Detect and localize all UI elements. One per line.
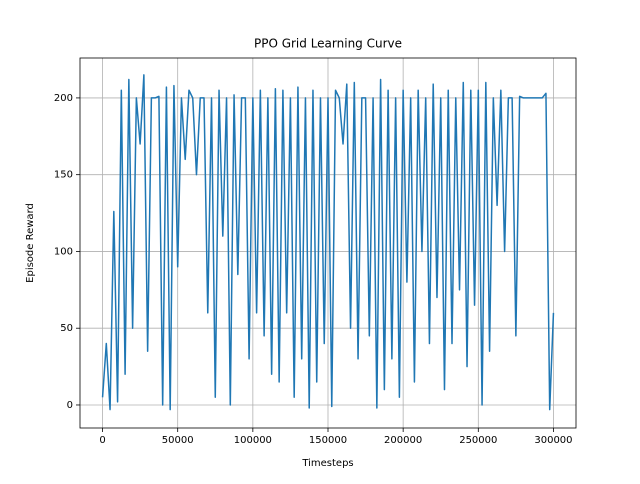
x-tick-label: 0: [99, 435, 105, 446]
y-tick-label: 50: [60, 323, 73, 334]
line-series: [101, 74, 555, 411]
x-tick-label: 150000: [309, 435, 347, 446]
y-tick-label: 200: [54, 93, 73, 104]
x-tick-label: 200000: [384, 435, 422, 446]
y-axis-label: Episode Reward: [25, 203, 36, 283]
plot: [101, 74, 555, 411]
chart-title: PPO Grid Learning Curve: [254, 37, 402, 51]
x-tick-label: 50000: [162, 435, 194, 446]
x-tick-label: 100000: [234, 435, 272, 446]
x-tick-label: 300000: [534, 435, 572, 446]
x-tick-label: 250000: [459, 435, 497, 446]
y-tick-label: 100: [54, 246, 73, 257]
y-tick-label: 150: [54, 170, 73, 181]
x-axis-label: Timesteps: [301, 458, 353, 469]
y-tick-label: 0: [67, 400, 73, 411]
